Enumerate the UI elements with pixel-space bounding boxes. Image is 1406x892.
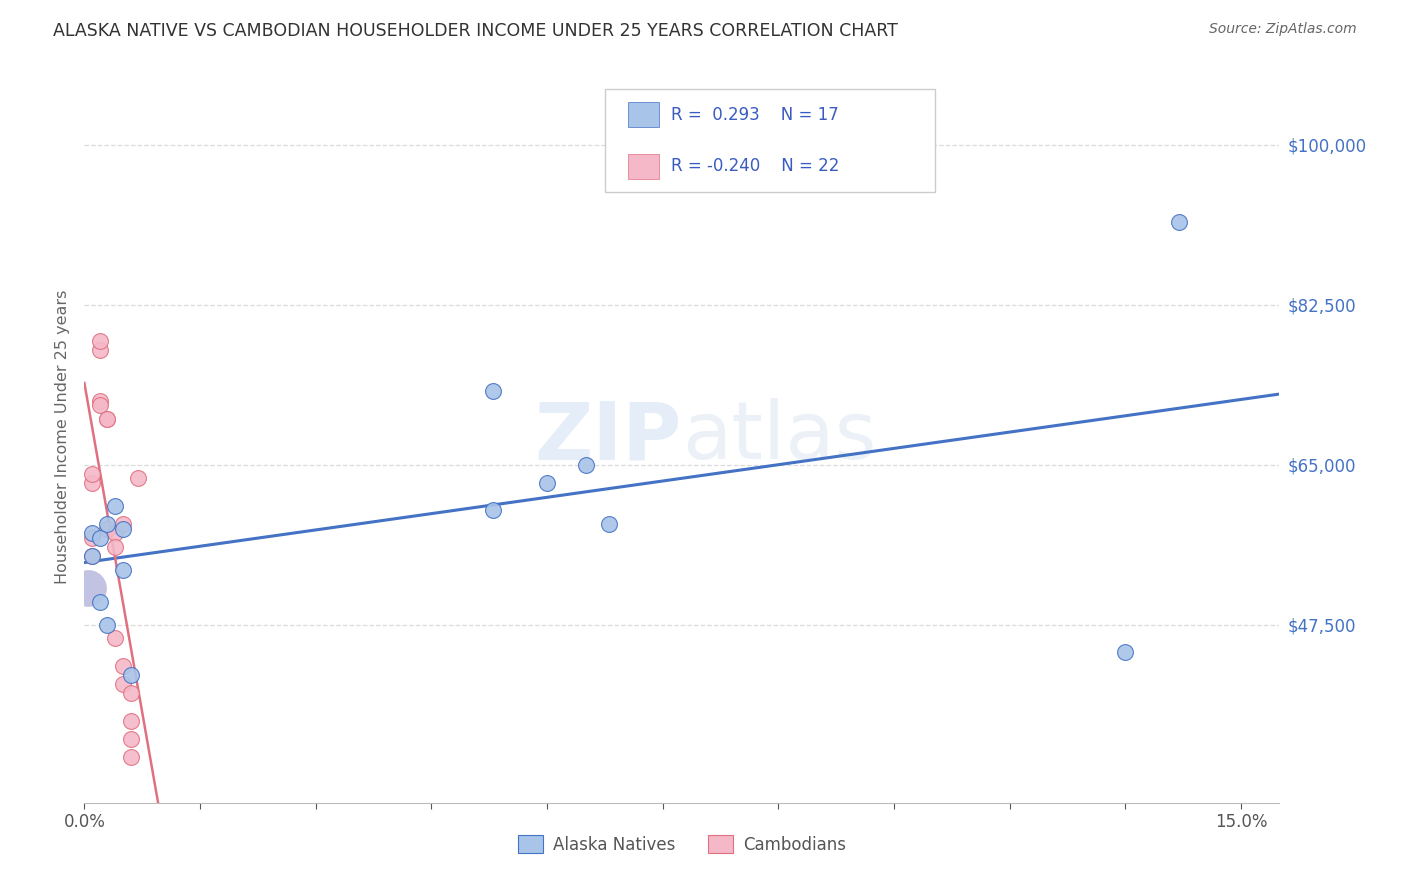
Point <box>574 458 596 472</box>
Point <box>89 393 111 408</box>
Point <box>1114 645 1136 659</box>
Legend: Alaska Natives, Cambodians: Alaska Natives, Cambodians <box>510 829 853 860</box>
Point <box>80 475 103 490</box>
Point <box>111 677 134 691</box>
Point <box>96 516 118 531</box>
Point <box>89 343 111 358</box>
Point <box>89 531 111 545</box>
Point <box>482 384 505 399</box>
Point <box>96 521 118 535</box>
Text: R =  0.293    N = 17: R = 0.293 N = 17 <box>671 106 838 124</box>
Y-axis label: Householder Income Under 25 years: Householder Income Under 25 years <box>55 290 70 584</box>
Point <box>111 521 134 535</box>
Point <box>120 667 142 681</box>
Text: ALASKA NATIVE VS CAMBODIAN HOUSEHOLDER INCOME UNDER 25 YEARS CORRELATION CHART: ALASKA NATIVE VS CAMBODIAN HOUSEHOLDER I… <box>53 22 898 40</box>
Point <box>89 398 111 412</box>
Point <box>120 714 142 728</box>
Point <box>96 411 118 425</box>
Point <box>111 563 134 577</box>
Point <box>536 475 558 490</box>
Point <box>77 581 100 595</box>
Point <box>104 499 127 513</box>
Point <box>96 617 118 632</box>
Point <box>1168 215 1191 229</box>
Point <box>111 516 134 531</box>
Text: ZIP: ZIP <box>534 398 682 476</box>
Point <box>89 334 111 348</box>
Point <box>127 471 149 485</box>
Point <box>80 467 103 481</box>
Point <box>80 549 103 563</box>
Point <box>80 526 103 541</box>
Point <box>482 503 505 517</box>
Point <box>104 526 127 541</box>
Text: R = -0.240    N = 22: R = -0.240 N = 22 <box>671 157 839 175</box>
Point <box>598 516 620 531</box>
Point <box>80 531 103 545</box>
Point <box>80 549 103 563</box>
Point <box>120 750 142 764</box>
Text: Source: ZipAtlas.com: Source: ZipAtlas.com <box>1209 22 1357 37</box>
Point <box>89 594 111 608</box>
Point <box>104 540 127 554</box>
Point <box>120 731 142 746</box>
Point <box>104 631 127 645</box>
Point <box>120 686 142 700</box>
Text: atlas: atlas <box>682 398 876 476</box>
Point <box>96 411 118 425</box>
Point <box>111 658 134 673</box>
